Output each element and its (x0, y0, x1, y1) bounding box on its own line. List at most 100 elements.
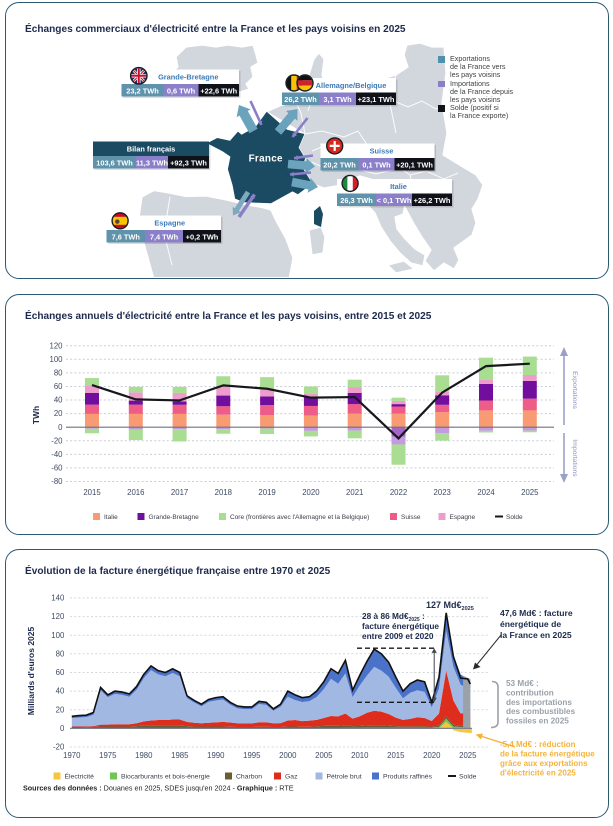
svg-text:< 0,1 TWh: < 0,1 TWh (377, 196, 412, 205)
svg-text:+20,1 TWh: +20,1 TWh (396, 160, 433, 169)
svg-text:2016: 2016 (127, 488, 144, 497)
svg-text:-5,4 Md€ : réduction: -5,4 Md€ : réduction (500, 740, 576, 749)
svg-text:11,3 TWh: 11,3 TWh (136, 158, 169, 167)
svg-text:Importations: Importations (571, 439, 578, 477)
svg-text:0: 0 (58, 423, 63, 432)
svg-text:-40: -40 (51, 450, 63, 459)
svg-text:Espagne: Espagne (450, 514, 476, 521)
svg-text:2015: 2015 (387, 751, 405, 760)
svg-text:120: 120 (51, 612, 65, 621)
svg-text:60: 60 (56, 668, 65, 677)
svg-text:2018: 2018 (215, 488, 232, 497)
svg-text:Électricité: Électricité (65, 772, 95, 781)
svg-text:2025: 2025 (521, 488, 539, 497)
svg-text:contribution: contribution (506, 688, 554, 697)
svg-text:Italie: Italie (390, 182, 407, 191)
svg-text:Sources des données : Douanes: Sources des données : Douanes en 2025, S… (23, 784, 294, 793)
svg-text:103,6 TWh: 103,6 TWh (96, 158, 133, 167)
svg-text:Allemagne/Belgique: Allemagne/Belgique (316, 81, 387, 90)
svg-text:Grande-Bretagne: Grande-Bretagne (149, 514, 200, 521)
svg-text:0,6 TWh: 0,6 TWh (167, 86, 196, 95)
svg-text:2021: 2021 (346, 488, 363, 497)
svg-text:Espagne: Espagne (154, 218, 185, 227)
svg-text:des combustibles: des combustibles (506, 707, 576, 716)
svg-text:Solde: Solde (506, 514, 523, 521)
svg-text:2023: 2023 (434, 488, 451, 497)
svg-text:80: 80 (54, 369, 63, 378)
svg-text:1995: 1995 (243, 751, 261, 760)
svg-text:20,2 TWh: 20,2 TWh (323, 160, 356, 169)
svg-text:-60: -60 (51, 464, 63, 473)
svg-text:40: 40 (54, 396, 63, 405)
svg-text:40: 40 (56, 687, 65, 696)
svg-text:26,2 TWh: 26,2 TWh (284, 95, 317, 104)
svg-text:100: 100 (51, 631, 65, 640)
svg-text:1970: 1970 (63, 751, 81, 760)
svg-text:47,6 Md€ : facture: 47,6 Md€ : facture (500, 608, 573, 618)
svg-text:2022: 2022 (390, 488, 407, 497)
svg-text:127 Md€2025: 127 Md€2025 (426, 600, 474, 612)
svg-text:0: 0 (60, 724, 65, 733)
svg-text:d'électricité en 2025: d'électricité en 2025 (500, 769, 576, 778)
svg-text:3,1 TWh: 3,1 TWh (323, 95, 352, 104)
svg-text:20: 20 (56, 705, 65, 714)
svg-text:entre 2009 et 2020: entre 2009 et 2020 (362, 631, 434, 641)
svg-text:23,2 TWh: 23,2 TWh (126, 86, 159, 95)
svg-text:Bilan français: Bilan français (127, 144, 175, 153)
svg-text:la France en 2025: la France en 2025 (500, 630, 572, 640)
svg-text:-80: -80 (51, 477, 63, 486)
svg-text:des importations: des importations (506, 698, 572, 707)
svg-text:140: 140 (51, 594, 65, 603)
svg-text:Pétrole brut: Pétrole brut (327, 774, 362, 781)
svg-text:Charbon: Charbon (236, 774, 262, 781)
svg-text:Produits raffinés: Produits raffinés (383, 774, 433, 781)
svg-text:0,1 TWh: 0,1 TWh (362, 160, 391, 169)
svg-text:Gaz: Gaz (285, 774, 298, 781)
svg-text:1990: 1990 (207, 751, 225, 760)
svg-text:1975: 1975 (99, 751, 117, 760)
svg-text:facture énergétique: facture énergétique (362, 621, 439, 631)
svg-text:fossiles en 2025: fossiles en 2025 (506, 717, 569, 726)
svg-text:+26,2 TWh: +26,2 TWh (414, 196, 451, 205)
svg-text:26,3 TWh: 26,3 TWh (340, 196, 373, 205)
svg-text:Italie: Italie (104, 514, 118, 521)
svg-text:Grande-Bretagne: Grande-Bretagne (158, 72, 218, 81)
svg-text:1980: 1980 (135, 751, 153, 760)
svg-text:+23,1 TWh: +23,1 TWh (358, 95, 395, 104)
svg-text:Solde: Solde (459, 774, 477, 781)
svg-text:de la facture énergétique: de la facture énergétique (500, 750, 595, 759)
svg-text:2019: 2019 (258, 488, 275, 497)
svg-text:énergétique de: énergétique de (500, 619, 561, 629)
svg-text:+92,3 TWh: +92,3 TWh (170, 158, 207, 167)
svg-text:7,4 TWh: 7,4 TWh (150, 232, 179, 241)
svg-text:Exportations: Exportations (571, 371, 578, 409)
svg-text:2000: 2000 (279, 751, 297, 760)
svg-text:2020: 2020 (302, 488, 320, 497)
svg-text:2005: 2005 (315, 751, 333, 760)
svg-text:2017: 2017 (171, 488, 188, 497)
svg-text:TWh: TWh (31, 406, 41, 424)
svg-text:120: 120 (49, 341, 63, 350)
svg-text:2015: 2015 (83, 488, 101, 497)
svg-text:France: France (249, 154, 283, 165)
svg-text:2020: 2020 (423, 751, 441, 760)
svg-text:Suisse: Suisse (401, 514, 421, 521)
svg-text:7,6 TWh: 7,6 TWh (112, 232, 141, 241)
svg-text:Milliards d'euros 2025: Milliards d'euros 2025 (26, 626, 36, 715)
svg-text:+22,6 TWh: +22,6 TWh (200, 86, 237, 95)
svg-text:grâce aux exportations: grâce aux exportations (500, 759, 588, 768)
svg-text:Core (frontières avec l'Allema: Core (frontières avec l'Allemagne et la … (230, 514, 369, 521)
svg-text:20: 20 (54, 409, 63, 418)
svg-text:1985: 1985 (171, 751, 189, 760)
svg-text:-20: -20 (53, 743, 65, 752)
svg-text:-20: -20 (51, 436, 63, 445)
svg-text:60: 60 (54, 382, 63, 391)
svg-text:2010: 2010 (351, 751, 369, 760)
svg-text:+0,2 TWh: +0,2 TWh (186, 232, 219, 241)
svg-text:2024: 2024 (477, 488, 495, 497)
svg-text:100: 100 (49, 355, 63, 364)
svg-text:Biocarburants et bois-énergie: Biocarburants et bois-énergie (121, 774, 210, 781)
svg-text:80: 80 (56, 649, 65, 658)
svg-text:2025: 2025 (459, 751, 477, 760)
svg-text:Suisse: Suisse (370, 146, 394, 155)
